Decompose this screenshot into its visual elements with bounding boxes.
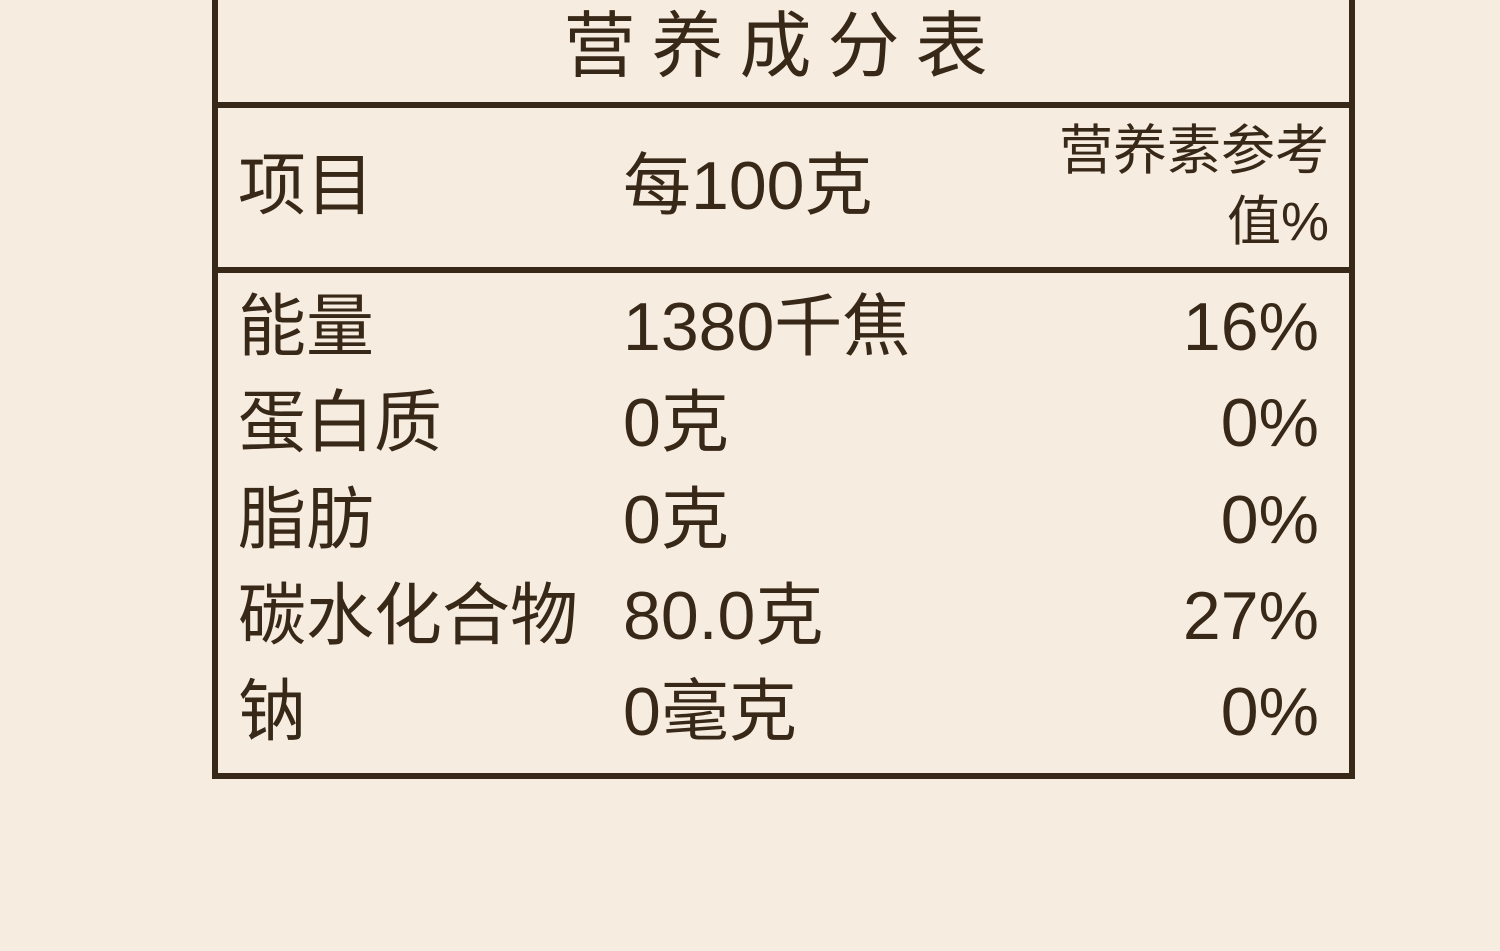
header-nrv: 营养素参考值% [1003, 116, 1349, 256]
cell-nrv: 27% [1003, 572, 1349, 660]
cell-name: 碳水化合物 [218, 572, 623, 660]
header-item: 项目 [218, 142, 623, 230]
cell-nrv: 16% [1003, 283, 1349, 371]
table-body: 能量 1380千焦 16% 蛋白质 0克 0% 脂肪 0克 0% 碳水化合物 8… [218, 273, 1349, 773]
cell-name: 蛋白质 [218, 379, 623, 467]
table-row: 碳水化合物 80.0克 27% [218, 568, 1349, 664]
cell-name: 钠 [218, 668, 623, 756]
cell-per100g: 0克 [623, 379, 1003, 467]
cell-per100g: 0克 [623, 476, 1003, 564]
table-row: 钠 0毫克 0% [218, 664, 1349, 760]
cell-nrv: 0% [1003, 379, 1349, 467]
table-row: 能量 1380千焦 16% [218, 279, 1349, 375]
table-title: 营养成分表 [218, 0, 1349, 108]
cell-name: 脂肪 [218, 476, 623, 564]
cell-nrv: 0% [1003, 668, 1349, 756]
cell-per100g: 1380千焦 [623, 283, 1003, 371]
header-per100g: 每100克 [623, 142, 1003, 230]
cell-per100g: 0毫克 [623, 668, 1003, 756]
nutrition-table: 营养成分表 项目 每100克 营养素参考值% 能量 1380千焦 16% 蛋白质… [212, 0, 1355, 779]
table-row: 脂肪 0克 0% [218, 472, 1349, 568]
cell-name: 能量 [218, 283, 623, 371]
table-row: 蛋白质 0克 0% [218, 375, 1349, 471]
table-header-row: 项目 每100克 营养素参考值% [218, 108, 1349, 272]
cell-nrv: 0% [1003, 476, 1349, 564]
cell-per100g: 80.0克 [623, 572, 1003, 660]
